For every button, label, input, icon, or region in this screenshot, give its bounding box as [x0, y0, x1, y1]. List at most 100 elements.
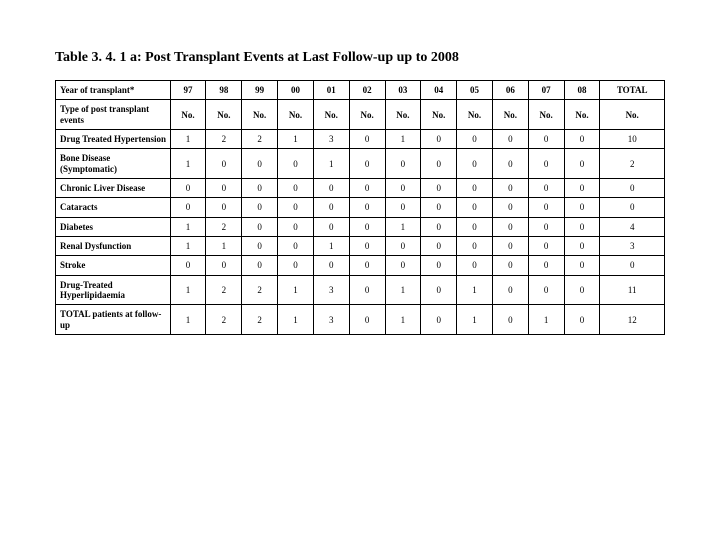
cell-value: 0	[528, 275, 564, 305]
cell-value: 0	[278, 179, 314, 198]
cell-value: 0	[421, 130, 457, 149]
cell-value: 10	[600, 130, 665, 149]
cell-value: 1	[206, 237, 242, 256]
cell-value: 0	[600, 256, 665, 275]
header-no: No.	[528, 100, 564, 130]
header-year: 01	[313, 81, 349, 100]
cell-value: 0	[457, 179, 493, 198]
cell-value: 0	[564, 256, 600, 275]
cell-value: 1	[278, 275, 314, 305]
header-no: No.	[421, 100, 457, 130]
cell-value: 1	[385, 275, 421, 305]
header-no: No.	[242, 100, 278, 130]
cell-value: 0	[600, 179, 665, 198]
cell-value: 0	[349, 275, 385, 305]
header-no: No.	[457, 100, 493, 130]
cell-value: 0	[242, 217, 278, 236]
header-no: No.	[206, 100, 242, 130]
cell-value: 0	[457, 149, 493, 179]
cell-value: 0	[421, 256, 457, 275]
cell-value: 0	[528, 179, 564, 198]
cell-value: 2	[242, 275, 278, 305]
cell-value: 0	[206, 179, 242, 198]
cell-value: 0	[492, 237, 528, 256]
cell-value: 0	[564, 237, 600, 256]
cell-value: 11	[600, 275, 665, 305]
cell-value: 0	[170, 179, 206, 198]
row-label: Diabetes	[56, 217, 171, 236]
cell-value: 0	[564, 305, 600, 335]
cell-value: 0	[457, 130, 493, 149]
header-year: 02	[349, 81, 385, 100]
cell-value: 0	[492, 256, 528, 275]
cell-value: 0	[421, 149, 457, 179]
cell-value: 0	[349, 130, 385, 149]
header-no: No.	[385, 100, 421, 130]
cell-value: 0	[421, 305, 457, 335]
cell-value: 0	[349, 217, 385, 236]
row-label: Stroke	[56, 256, 171, 275]
cell-value: 0	[564, 130, 600, 149]
header-total: TOTAL	[600, 81, 665, 100]
events-table: Year of transplant*979899000102030405060…	[55, 80, 665, 335]
cell-value: 0	[349, 237, 385, 256]
cell-value: 0	[457, 256, 493, 275]
cell-value: 2	[242, 130, 278, 149]
cell-value: 0	[528, 256, 564, 275]
cell-value: 4	[600, 217, 665, 236]
cell-value: 0	[349, 256, 385, 275]
cell-value: 3	[313, 130, 349, 149]
cell-value: 1	[457, 305, 493, 335]
row-label: Cataracts	[56, 198, 171, 217]
cell-value: 0	[421, 237, 457, 256]
cell-value: 0	[492, 198, 528, 217]
row-label: Bone Disease (Symptomatic)	[56, 149, 171, 179]
cell-value: 0	[528, 237, 564, 256]
cell-value: 2	[206, 217, 242, 236]
cell-value: 1	[385, 130, 421, 149]
cell-value: 0	[278, 198, 314, 217]
cell-value: 0	[421, 198, 457, 217]
cell-value: 0	[278, 256, 314, 275]
header-no: No.	[170, 100, 206, 130]
cell-value: 0	[564, 217, 600, 236]
cell-value: 1	[313, 237, 349, 256]
header-year: 04	[421, 81, 457, 100]
header-no: No.	[564, 100, 600, 130]
cell-value: 0	[492, 305, 528, 335]
header-yearlabel: Year of transplant*	[56, 81, 171, 100]
cell-value: 0	[242, 149, 278, 179]
cell-value: 1	[170, 275, 206, 305]
cell-value: 1	[170, 130, 206, 149]
cell-value: 2	[206, 305, 242, 335]
header-no: No.	[600, 100, 665, 130]
row-label: Drug Treated Hypertension	[56, 130, 171, 149]
cell-value: 0	[206, 198, 242, 217]
cell-value: 0	[278, 217, 314, 236]
header-year: 05	[457, 81, 493, 100]
cell-value: 2	[206, 130, 242, 149]
cell-value: 0	[242, 256, 278, 275]
cell-value: 0	[492, 217, 528, 236]
cell-value: 0	[385, 179, 421, 198]
cell-value: 0	[492, 275, 528, 305]
cell-value: 0	[278, 237, 314, 256]
row-label: Renal Dysfunction	[56, 237, 171, 256]
cell-value: 1	[170, 149, 206, 179]
row-label: Chronic Liver Disease	[56, 179, 171, 198]
cell-value: 1	[313, 149, 349, 179]
cell-value: 0	[421, 275, 457, 305]
header-no: No.	[349, 100, 385, 130]
cell-value: 0	[242, 179, 278, 198]
cell-value: 2	[242, 305, 278, 335]
cell-value: 0	[278, 149, 314, 179]
cell-value: 1	[170, 305, 206, 335]
cell-value: 0	[528, 198, 564, 217]
cell-value: 2	[206, 275, 242, 305]
cell-value: 0	[600, 198, 665, 217]
header-year: 97	[170, 81, 206, 100]
cell-value: 0	[564, 275, 600, 305]
cell-value: 1	[457, 275, 493, 305]
cell-value: 1	[170, 217, 206, 236]
cell-value: 0	[206, 256, 242, 275]
